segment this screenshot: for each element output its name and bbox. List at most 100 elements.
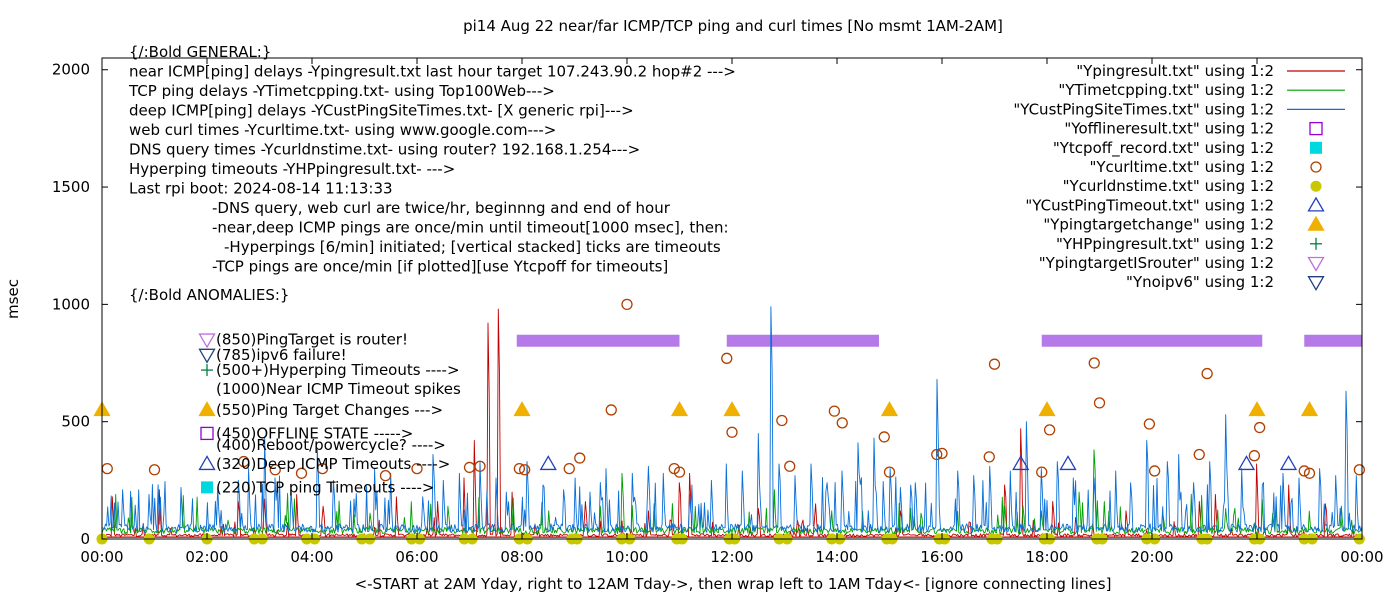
legend-marker-sample: [1310, 161, 1322, 173]
legend-marker-sample: [1310, 237, 1322, 250]
curl-time-point: [931, 448, 943, 461]
legend-marker-sample: [1307, 256, 1325, 272]
annotation-line: web curl times -Ycurltime.txt- using www…: [129, 121, 556, 139]
curl-time-point: [1148, 465, 1161, 477]
curl-time-point: [673, 466, 686, 478]
curl-time-point: [148, 464, 161, 476]
anomaly-key-text: (320)Deep ICMP Timeouts ---->: [216, 455, 450, 473]
curl-time-point: [721, 352, 733, 364]
curl-time-point: [574, 452, 586, 464]
curl-time-point: [1143, 418, 1156, 430]
deep-icmp-timeout-point: [1237, 455, 1256, 471]
axes: 00:00 02:00 04:00 06:00 08:00 10:00 12:00 14:00…: [52, 57, 1384, 566]
annotation-line: -TCP pings are once/min [if plotted][use…: [212, 257, 668, 275]
curl-time-point: [1253, 421, 1266, 434]
curl-time-point: [1036, 466, 1048, 478]
anomaly-key-marker: [201, 481, 213, 494]
legend-label: "YCustPingTimeout.txt" using 1:2: [1025, 196, 1274, 214]
x-axis-label: <-START at 2AM Yday, right to 12AM Tday-…: [355, 575, 1112, 593]
y-axis-label: msec: [4, 279, 22, 319]
deep-icmp-timeout-point: [1059, 455, 1077, 471]
legend: "Ypingresult.txt" using 1:2"YTimetcpping…: [1013, 62, 1345, 291]
curl-time-point: [988, 358, 1001, 370]
legend-label: "YHPpingresult.txt" using 1:2: [1056, 235, 1274, 253]
curl-time-point: [411, 462, 423, 475]
curl-time-point: [605, 404, 617, 416]
curl-time-point: [269, 464, 281, 476]
curl-time-point: [883, 466, 896, 478]
legend-marker-sample: [1310, 141, 1322, 154]
anomaly-key-marker: [198, 333, 216, 349]
x-tick-label: 10:00: [605, 548, 648, 566]
curl-time-point: [1193, 448, 1205, 461]
annotation-line: {/:Bold GENERAL:}: [129, 43, 271, 61]
curl-time-point: [563, 462, 575, 475]
deep-icmp-timeout-point: [1279, 455, 1298, 471]
anomaly-key-text: (785)ipv6 failure!: [216, 346, 347, 364]
anomaly-key-marker: [198, 348, 216, 364]
annotation-line: deep ICMP[ping] delays -YCustPingSiteTim…: [129, 102, 634, 120]
deep-icmp-timeout-point: [539, 455, 557, 471]
offline-period-bar: [1304, 334, 1362, 347]
y-tick-label: 1500: [52, 178, 90, 196]
legend-label: "YpingtargetISrouter" using 1:2: [1039, 254, 1274, 272]
legend-marker-sample: [1307, 276, 1325, 292]
legend-label: "Yofflineresult.txt" using 1:2: [1064, 120, 1274, 138]
legend-label: "Ynoipv6" using 1:2: [1126, 273, 1274, 291]
x-tick-label: 16:00: [920, 548, 963, 566]
deep-icmp-timeout-point: [1012, 455, 1030, 471]
curl-time-point: [1093, 397, 1106, 409]
anomaly-key-text: (400)Reboot/powercycle? ---->: [216, 436, 446, 454]
anomaly-key-text: (850)PingTarget is router!: [216, 331, 408, 349]
offline-bars: [516, 334, 1362, 347]
annotation-line: -Hyperpings [6/min] initiated; [vertical…: [224, 238, 721, 256]
curl-time-point: [983, 451, 995, 463]
x-tick-label: 04:00: [290, 548, 333, 566]
offline-period-bar: [516, 334, 680, 347]
legend-label: "Ycurltime.txt" using 1:2: [1089, 158, 1274, 176]
anomaly-key-text: (550)Ping Target Changes --->: [216, 401, 443, 419]
legend-label: "YTimetcpping.txt" using 1:2: [1058, 81, 1274, 99]
annotation-line: -near,deep ICMP pings are once/min until…: [212, 218, 729, 236]
curl-time-point: [1303, 467, 1316, 479]
annotation-line: DNS query times -Ycurldnstime.txt- using…: [129, 141, 640, 159]
curl-time-point: [474, 460, 486, 472]
legend-marker-sample: [1307, 215, 1325, 231]
anomaly-key-marker: [198, 455, 216, 471]
curl-time-point: [936, 447, 948, 460]
x-tick-label: 00:00: [80, 548, 123, 566]
anomaly-key-text: (500+)Hyperping Timeouts ---->: [216, 361, 460, 379]
legend-label: "Ypingresult.txt" using 1:2: [1076, 62, 1274, 80]
curl-time-point: [1043, 424, 1056, 436]
anomaly-key-text: (1000)Near ICMP Timeout spikes: [216, 380, 461, 398]
legend-label: "Ycurldnstime.txt" using 1:2: [1063, 177, 1274, 195]
legend-label: "YCustPingSiteTimes.txt" using 1:2: [1013, 100, 1274, 118]
curl-time-point: [1298, 465, 1310, 477]
anomaly-key-marker: [201, 364, 213, 377]
x-tick-label: 02:00: [185, 548, 228, 566]
y-tick-label: 0: [80, 530, 90, 548]
ping-target-change-point: [1248, 401, 1266, 417]
curl-time-point: [1353, 464, 1366, 476]
curl-time-point: [1201, 367, 1213, 380]
curl-time-point: [295, 467, 308, 479]
y-tick-label: 2000: [52, 61, 90, 79]
annotation-line: Hyperping timeouts -YHPpingresult.txt- -…: [129, 160, 455, 178]
x-tick-label: 22:00: [1235, 548, 1278, 566]
curl-time-point: [238, 455, 250, 468]
annotation-line: {/:Bold ANOMALIES:}: [129, 286, 289, 304]
ping-target-change-point: [880, 401, 899, 417]
anomaly-key-marker: [198, 401, 216, 417]
curl-time-point: [836, 417, 848, 429]
legend-label: "Ytcpoff_record.txt" using 1:2: [1053, 139, 1274, 158]
curl-time-point: [776, 414, 788, 427]
x-tick-label: 14:00: [815, 548, 858, 566]
curl-time-point: [316, 462, 329, 475]
anomaly-key-marker: [200, 426, 214, 441]
series-line-2: [101, 306, 1363, 533]
ping-target-change-point: [1038, 401, 1056, 417]
x-tick-label: 20:00: [1130, 548, 1173, 566]
anomaly-key-text: (220)TCP ping Timeouts ---->: [216, 478, 434, 496]
curl-time-point: [784, 460, 796, 472]
ping-target-change-point: [670, 401, 689, 417]
